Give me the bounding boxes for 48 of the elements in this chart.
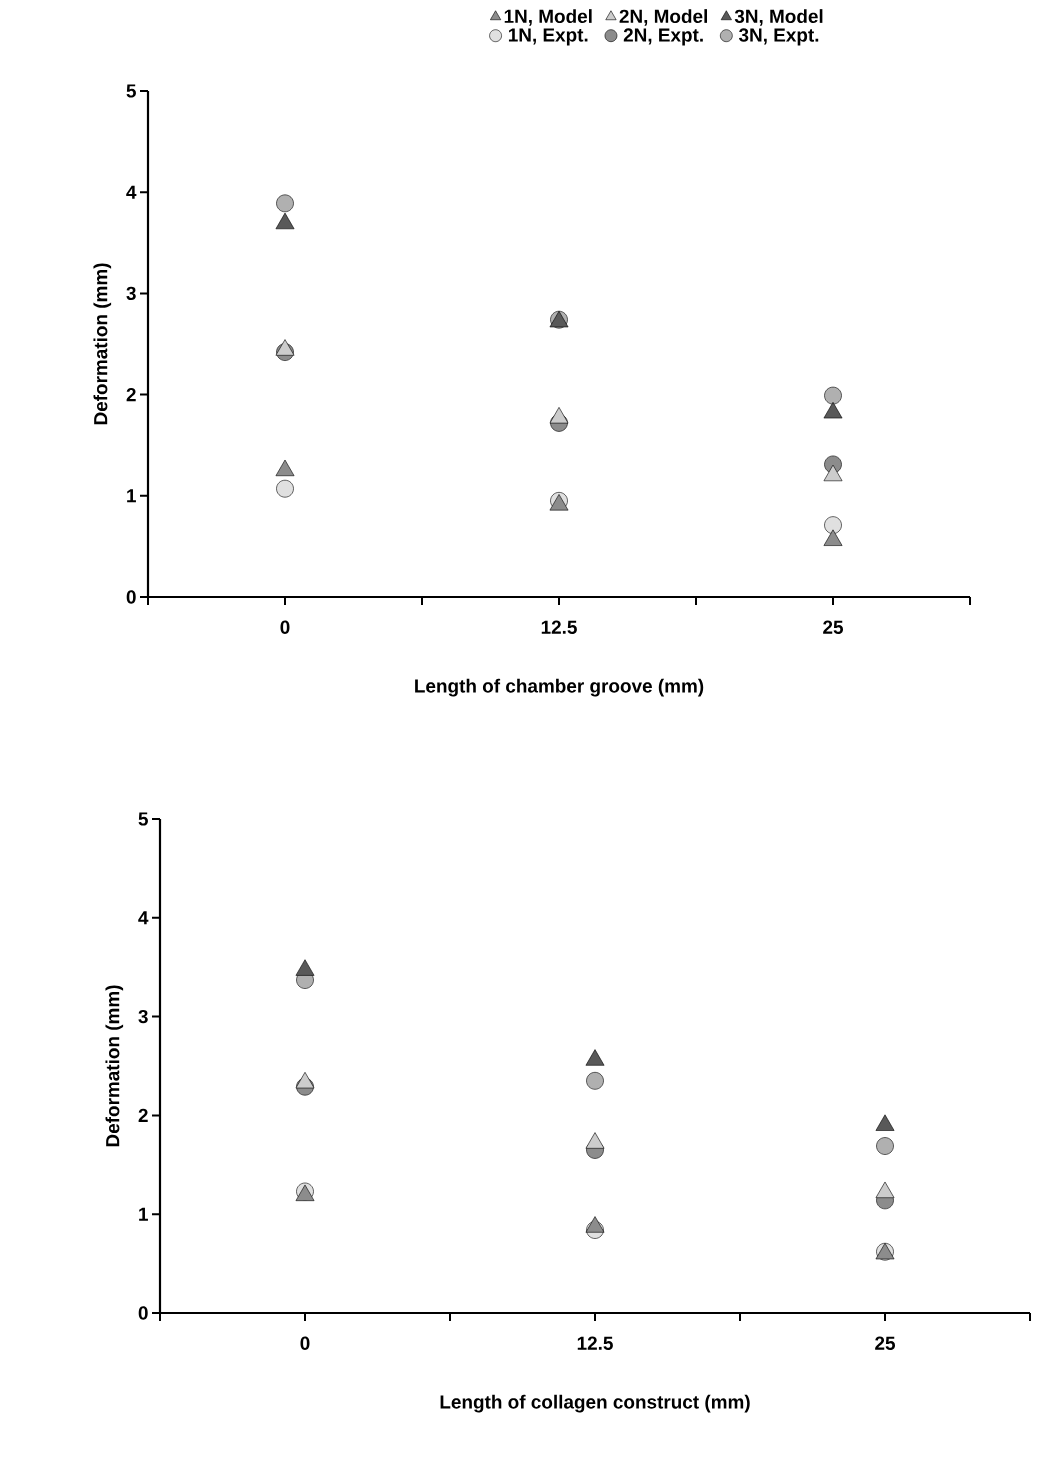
point xyxy=(275,212,295,230)
x-tick-label: 25 xyxy=(823,620,844,634)
x-tick-label: 0 xyxy=(280,620,290,634)
point xyxy=(549,407,569,424)
point xyxy=(823,529,843,546)
point xyxy=(295,1071,315,1089)
x-tick-label: 12.5 xyxy=(577,1336,613,1350)
point xyxy=(823,464,843,482)
x-tick-label: 25 xyxy=(875,1336,896,1350)
y-tick-label: 5 xyxy=(138,812,148,826)
point xyxy=(876,1137,894,1155)
legend-label: 1N, Expt. xyxy=(508,28,588,46)
y-tick-label: 2 xyxy=(126,387,136,402)
point xyxy=(295,959,315,976)
point xyxy=(823,402,843,419)
x-axis-title: Length of chamber groove (mm) xyxy=(415,678,704,697)
y-tick-label: 4 xyxy=(138,911,149,925)
y-tick-label: 0 xyxy=(138,1306,148,1320)
y-axis-title: Deformation (mm) xyxy=(93,263,112,425)
y-tick-label: 4 xyxy=(126,185,137,199)
point xyxy=(276,479,294,498)
x-axis-title: Length of collagen construct (mm) xyxy=(440,1394,750,1413)
x-tick-label: 0 xyxy=(300,1336,310,1350)
y-tick-label: 3 xyxy=(126,286,136,301)
point xyxy=(824,386,842,405)
y-tick-label: 1 xyxy=(139,1207,148,1221)
y-tick-label: 3 xyxy=(138,1009,148,1024)
legend-label: 2N, Expt. xyxy=(623,28,703,46)
legend-label: 3N, Model xyxy=(734,9,823,26)
y-tick-label: 1 xyxy=(127,489,136,503)
x-tick-label: 12.5 xyxy=(541,620,577,634)
point xyxy=(875,1114,895,1131)
legend-label: 2N, Model xyxy=(619,9,707,26)
point xyxy=(276,194,294,213)
legend-label: 1N, Model xyxy=(504,9,592,26)
point xyxy=(585,1216,605,1233)
point xyxy=(275,459,295,477)
y-tick-label: 2 xyxy=(138,1108,148,1123)
y-axis-title: Deformation (mm) xyxy=(105,985,124,1147)
point xyxy=(824,516,842,534)
point xyxy=(275,339,295,356)
legend-label: 3N, Expt. xyxy=(738,28,819,46)
y-tick-label: 0 xyxy=(126,590,136,604)
point xyxy=(586,1072,604,1090)
point xyxy=(875,1181,895,1199)
point xyxy=(585,1132,605,1149)
point xyxy=(585,1049,605,1066)
y-tick-label: 5 xyxy=(126,84,136,98)
